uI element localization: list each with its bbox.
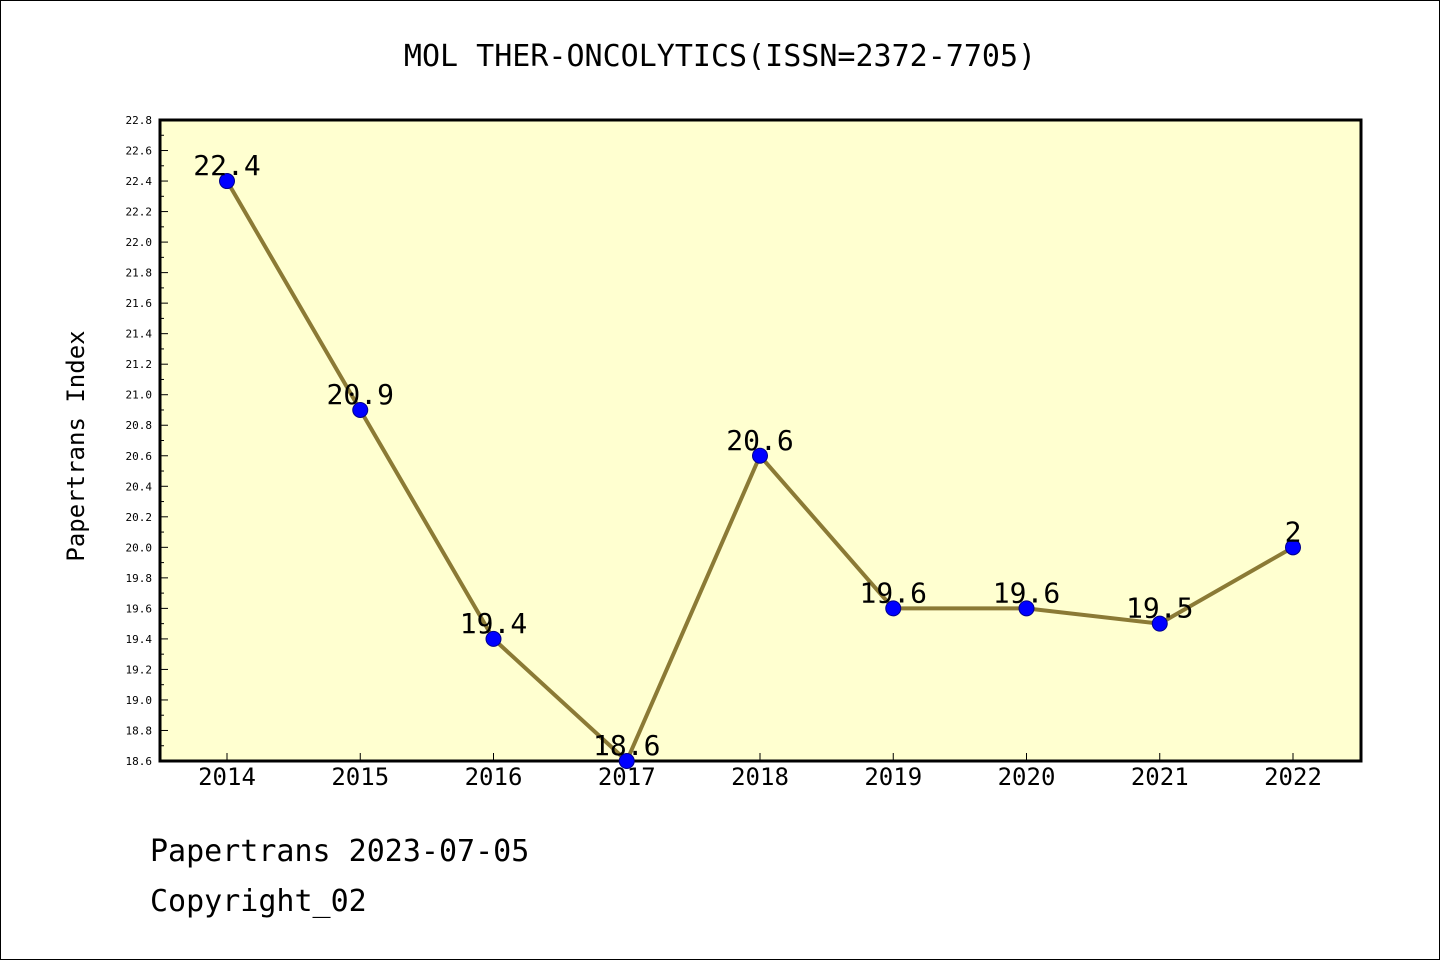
y-tick-label: 18.6 <box>126 755 153 768</box>
data-labels: 22.4 20.9 19.4 18.6 20.6 19.6 19.6 19.5 2 <box>193 149 1301 762</box>
y-tick-label: 22.8 <box>126 114 153 127</box>
data-label: 19.6 <box>860 576 927 609</box>
series-layer <box>219 173 1301 769</box>
data-point <box>219 173 235 190</box>
y-tick-label: 22.6 <box>126 145 153 158</box>
y-tick-label: 19.4 <box>126 633 153 646</box>
data-point <box>885 600 902 617</box>
x-tick-label: 2020 <box>998 763 1056 791</box>
y-tick-label: 20.0 <box>126 541 153 554</box>
x-tick-label: 2021 <box>1131 763 1189 791</box>
data-label: 20.9 <box>327 378 394 411</box>
y-tick-label: 21.8 <box>126 267 153 280</box>
x-tick-label: 2016 <box>465 763 523 791</box>
x-tick-label: 2014 <box>198 763 256 791</box>
data-label: 19.4 <box>460 607 527 640</box>
data-label: 18.6 <box>593 729 660 762</box>
x-tick-label: 2022 <box>1264 763 1322 791</box>
x-tick-label: 2018 <box>731 763 789 791</box>
data-point <box>1151 615 1168 632</box>
y-tick-label: 22.4 <box>126 175 153 188</box>
y-tick-label: 21.2 <box>126 358 153 371</box>
y-tick-label: 22.2 <box>126 206 153 219</box>
y-tick-label: 22.0 <box>126 236 153 249</box>
y-axis-label: Papertrans Index <box>62 330 90 561</box>
y-tick-label: 20.6 <box>126 450 153 463</box>
plot-area <box>158 118 1363 763</box>
y-tick-label: 19.6 <box>126 602 153 615</box>
data-label: 20.6 <box>726 424 793 457</box>
data-point <box>1018 600 1035 617</box>
y-tick-label: 21.4 <box>126 328 153 341</box>
data-point <box>618 753 635 769</box>
data-label: 19.6 <box>993 576 1060 609</box>
data-point <box>1285 539 1301 556</box>
y-tick-label: 19.0 <box>126 694 153 707</box>
x-tick-label: 2019 <box>864 763 922 791</box>
y-tick-label: 21.6 <box>126 297 153 310</box>
y-tick-label: 21.0 <box>126 389 153 402</box>
y-tick-label: 18.8 <box>126 724 153 737</box>
y-tick-label: 19.2 <box>126 663 153 676</box>
y-tick-label: 20.2 <box>126 511 153 524</box>
data-label: 2 <box>1285 515 1302 548</box>
data-point <box>485 630 502 647</box>
y-tick-label: 19.8 <box>126 572 153 585</box>
data-point <box>352 401 369 418</box>
x-tick-label: 2015 <box>331 763 389 791</box>
x-axis: 2014 2015 2016 2017 2018 2019 2020 2021 2022 <box>198 753 1322 791</box>
footer-copyright: Copyright_02 <box>150 884 367 919</box>
data-label: 22.4 <box>193 149 260 182</box>
chart-title: MOL THER-ONCOLYTICS(ISSN=2372-7705) <box>404 39 1036 74</box>
y-tick-label: 20.8 <box>126 419 153 432</box>
y-axis: 18.6 18.8 19.0 19.2 19.4 19.6 19.8 20.0 20.2 20.4… <box>126 114 168 768</box>
y-tick-label: 20.4 <box>126 480 153 493</box>
footer-date: Papertrans 2023-07-05 <box>150 834 530 869</box>
data-point <box>752 447 768 464</box>
data-label: 19.5 <box>1126 592 1193 625</box>
